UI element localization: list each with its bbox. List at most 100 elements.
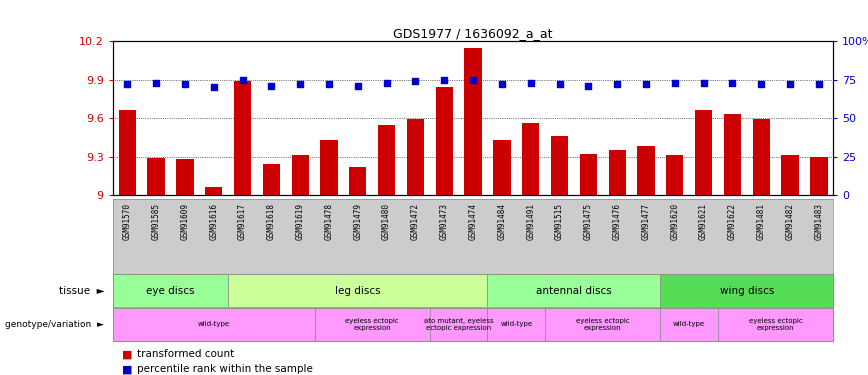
Bar [580, 154, 597, 195]
Text: GSM91617: GSM91617 [238, 202, 247, 240]
Bar [263, 164, 280, 195]
Point [178, 81, 192, 87]
FancyBboxPatch shape [488, 274, 661, 307]
Text: GSM91474: GSM91474 [469, 202, 477, 240]
Bar [493, 140, 510, 195]
Point [495, 81, 509, 87]
Text: leg discs: leg discs [335, 286, 380, 296]
Point [351, 83, 365, 89]
Bar [292, 155, 309, 195]
Text: transformed count: transformed count [137, 350, 234, 359]
Text: GSM91476: GSM91476 [613, 202, 621, 240]
Text: GSM91477: GSM91477 [641, 202, 650, 240]
Point [409, 78, 423, 84]
Point [610, 81, 624, 87]
Bar [349, 167, 366, 195]
Text: GSM91481: GSM91481 [757, 202, 766, 240]
Text: GSM91484: GSM91484 [497, 202, 506, 240]
FancyBboxPatch shape [113, 308, 314, 340]
Text: GSM91482: GSM91482 [786, 202, 794, 240]
Text: GSM91570: GSM91570 [122, 202, 132, 240]
Text: GSM91483: GSM91483 [814, 202, 824, 240]
Point [149, 80, 163, 86]
Text: eyeless ectopic
expression: eyeless ectopic expression [345, 318, 399, 331]
Text: GSM91609: GSM91609 [181, 202, 189, 240]
Text: GSM91618: GSM91618 [266, 202, 276, 240]
Point [667, 80, 681, 86]
Text: tissue  ►: tissue ► [58, 286, 104, 296]
Text: eye discs: eye discs [146, 286, 194, 296]
Bar [233, 81, 251, 195]
FancyBboxPatch shape [661, 308, 718, 340]
Bar [551, 136, 569, 195]
FancyBboxPatch shape [718, 308, 833, 340]
Text: GSM91472: GSM91472 [411, 202, 420, 240]
Text: GSM91619: GSM91619 [296, 202, 305, 240]
Text: GSM91585: GSM91585 [152, 202, 161, 240]
Text: GSM91473: GSM91473 [440, 202, 449, 240]
Point [466, 77, 480, 83]
FancyBboxPatch shape [314, 308, 430, 340]
Text: GSM91616: GSM91616 [209, 202, 218, 240]
Text: GSM91475: GSM91475 [584, 202, 593, 240]
Point [235, 77, 249, 83]
Title: GDS1977 / 1636092_a_at: GDS1977 / 1636092_a_at [393, 27, 553, 40]
Bar [119, 110, 136, 195]
Bar [176, 159, 194, 195]
Text: wild-type: wild-type [673, 321, 706, 327]
Point [754, 81, 768, 87]
Bar [695, 110, 713, 195]
Text: ato mutant, eyeless
ectopic expression: ato mutant, eyeless ectopic expression [424, 318, 494, 331]
Point [783, 81, 797, 87]
Point [726, 80, 740, 86]
Bar [781, 155, 799, 195]
Text: GSM91515: GSM91515 [555, 202, 564, 240]
Bar [436, 87, 453, 195]
Point [207, 84, 220, 90]
FancyBboxPatch shape [545, 308, 661, 340]
Text: GSM91622: GSM91622 [728, 202, 737, 240]
Point [523, 80, 537, 86]
Point [812, 81, 825, 87]
Text: GSM91491: GSM91491 [526, 202, 536, 240]
Text: wing discs: wing discs [720, 286, 774, 296]
Point [293, 81, 307, 87]
FancyBboxPatch shape [228, 274, 488, 307]
Bar [810, 156, 827, 195]
Text: ■: ■ [122, 364, 132, 374]
Bar [407, 119, 424, 195]
FancyBboxPatch shape [113, 274, 228, 307]
FancyBboxPatch shape [430, 308, 488, 340]
Bar [378, 124, 395, 195]
Text: eyeless ectopic
expression: eyeless ectopic expression [575, 318, 629, 331]
Text: wild-type: wild-type [500, 321, 532, 327]
Text: percentile rank within the sample: percentile rank within the sample [137, 364, 313, 374]
Text: ■: ■ [122, 350, 132, 359]
Bar [205, 187, 222, 195]
Text: GSM91479: GSM91479 [353, 202, 362, 240]
Text: GSM91621: GSM91621 [699, 202, 708, 240]
Text: antennal discs: antennal discs [536, 286, 612, 296]
Point [437, 77, 451, 83]
Bar [148, 158, 165, 195]
Point [379, 80, 393, 86]
Point [553, 81, 567, 87]
FancyBboxPatch shape [661, 274, 833, 307]
Bar [320, 140, 338, 195]
Text: eyeless ectopic
expression: eyeless ectopic expression [749, 318, 803, 331]
Bar [608, 150, 626, 195]
Bar [666, 155, 683, 195]
Point [121, 81, 135, 87]
Text: GSM91620: GSM91620 [670, 202, 680, 240]
Point [639, 81, 653, 87]
Text: genotype/variation  ►: genotype/variation ► [5, 320, 104, 329]
Point [322, 81, 336, 87]
Text: GSM91478: GSM91478 [325, 202, 333, 240]
Bar [753, 119, 770, 195]
Point [697, 80, 711, 86]
Bar [724, 114, 741, 195]
Text: GSM91480: GSM91480 [382, 202, 391, 240]
Point [265, 83, 279, 89]
Bar [637, 146, 654, 195]
FancyBboxPatch shape [488, 308, 545, 340]
